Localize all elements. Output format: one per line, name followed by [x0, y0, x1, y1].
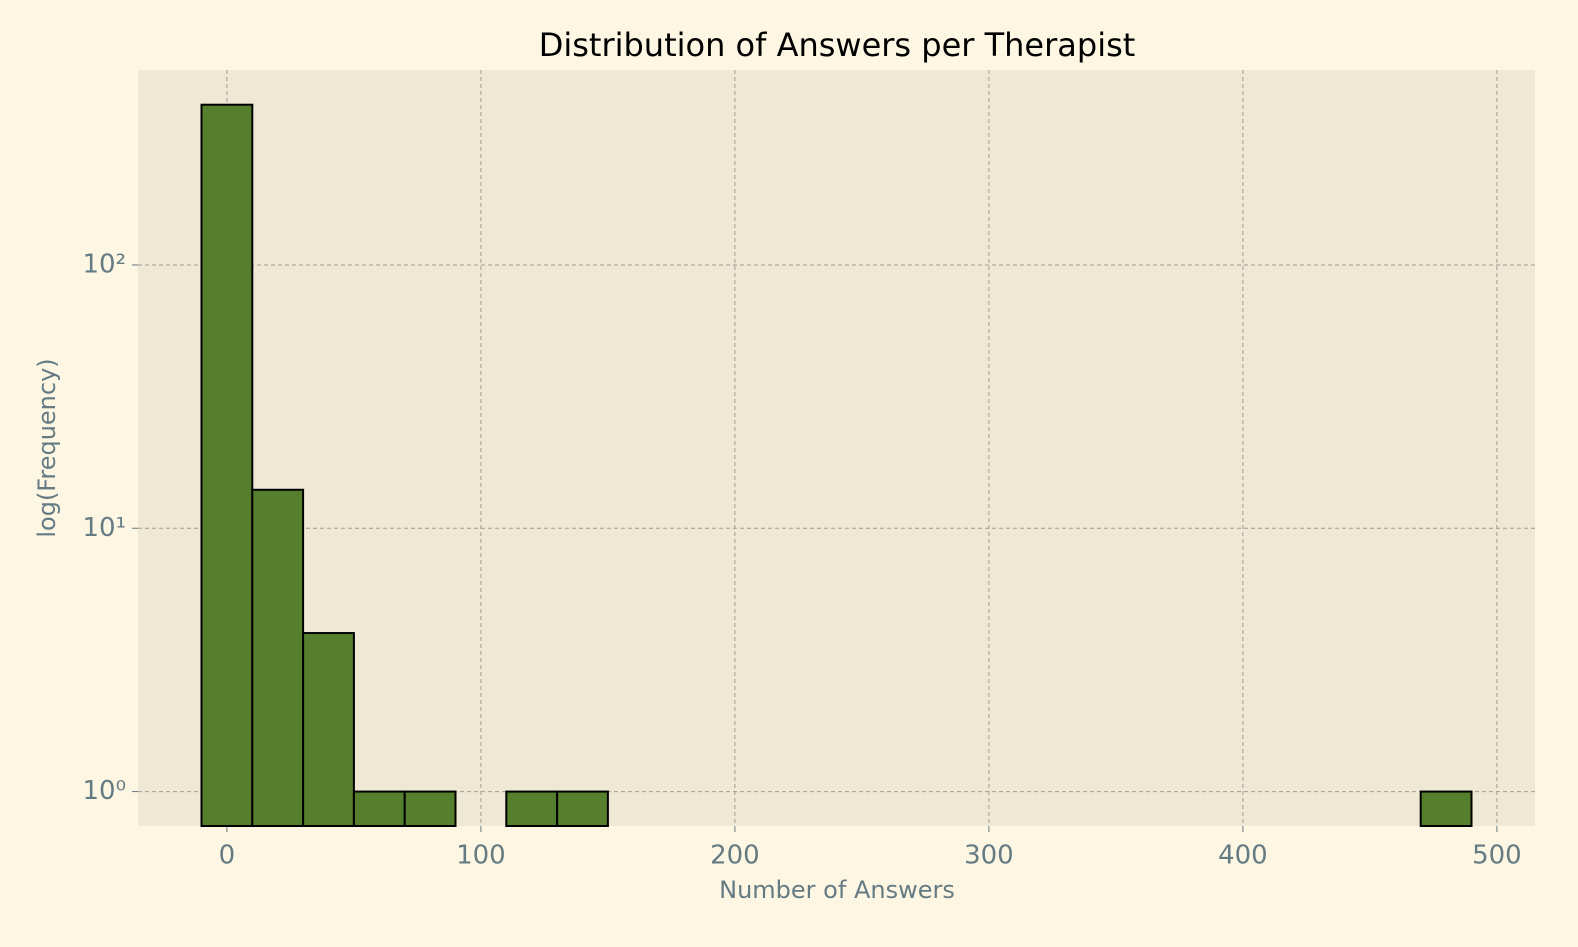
bar	[251, 488, 305, 827]
bar	[200, 103, 254, 827]
bar	[505, 790, 559, 827]
bar	[352, 790, 406, 827]
chart-title: Distribution of Answers per Therapist	[539, 26, 1136, 64]
x-tick-label: 500	[1472, 841, 1522, 871]
bar	[403, 790, 457, 827]
y-axis-label: log(Frequency)	[33, 358, 61, 537]
x-tick-label: 0	[219, 841, 236, 871]
plot-background	[138, 70, 1535, 826]
bar	[302, 632, 355, 827]
bar	[1419, 790, 1473, 827]
x-tick-label: 300	[964, 841, 1014, 871]
y-tick-label: 10⁰	[82, 776, 126, 806]
x-tick-label: 200	[710, 841, 760, 871]
x-axis-label: Number of Answers	[719, 876, 955, 904]
y-tick-label: 10²	[82, 249, 126, 279]
y-tick-label: 10¹	[82, 513, 126, 543]
bar	[556, 790, 609, 827]
x-tick-label: 400	[1218, 841, 1268, 871]
x-tick-label: 100	[456, 841, 506, 871]
